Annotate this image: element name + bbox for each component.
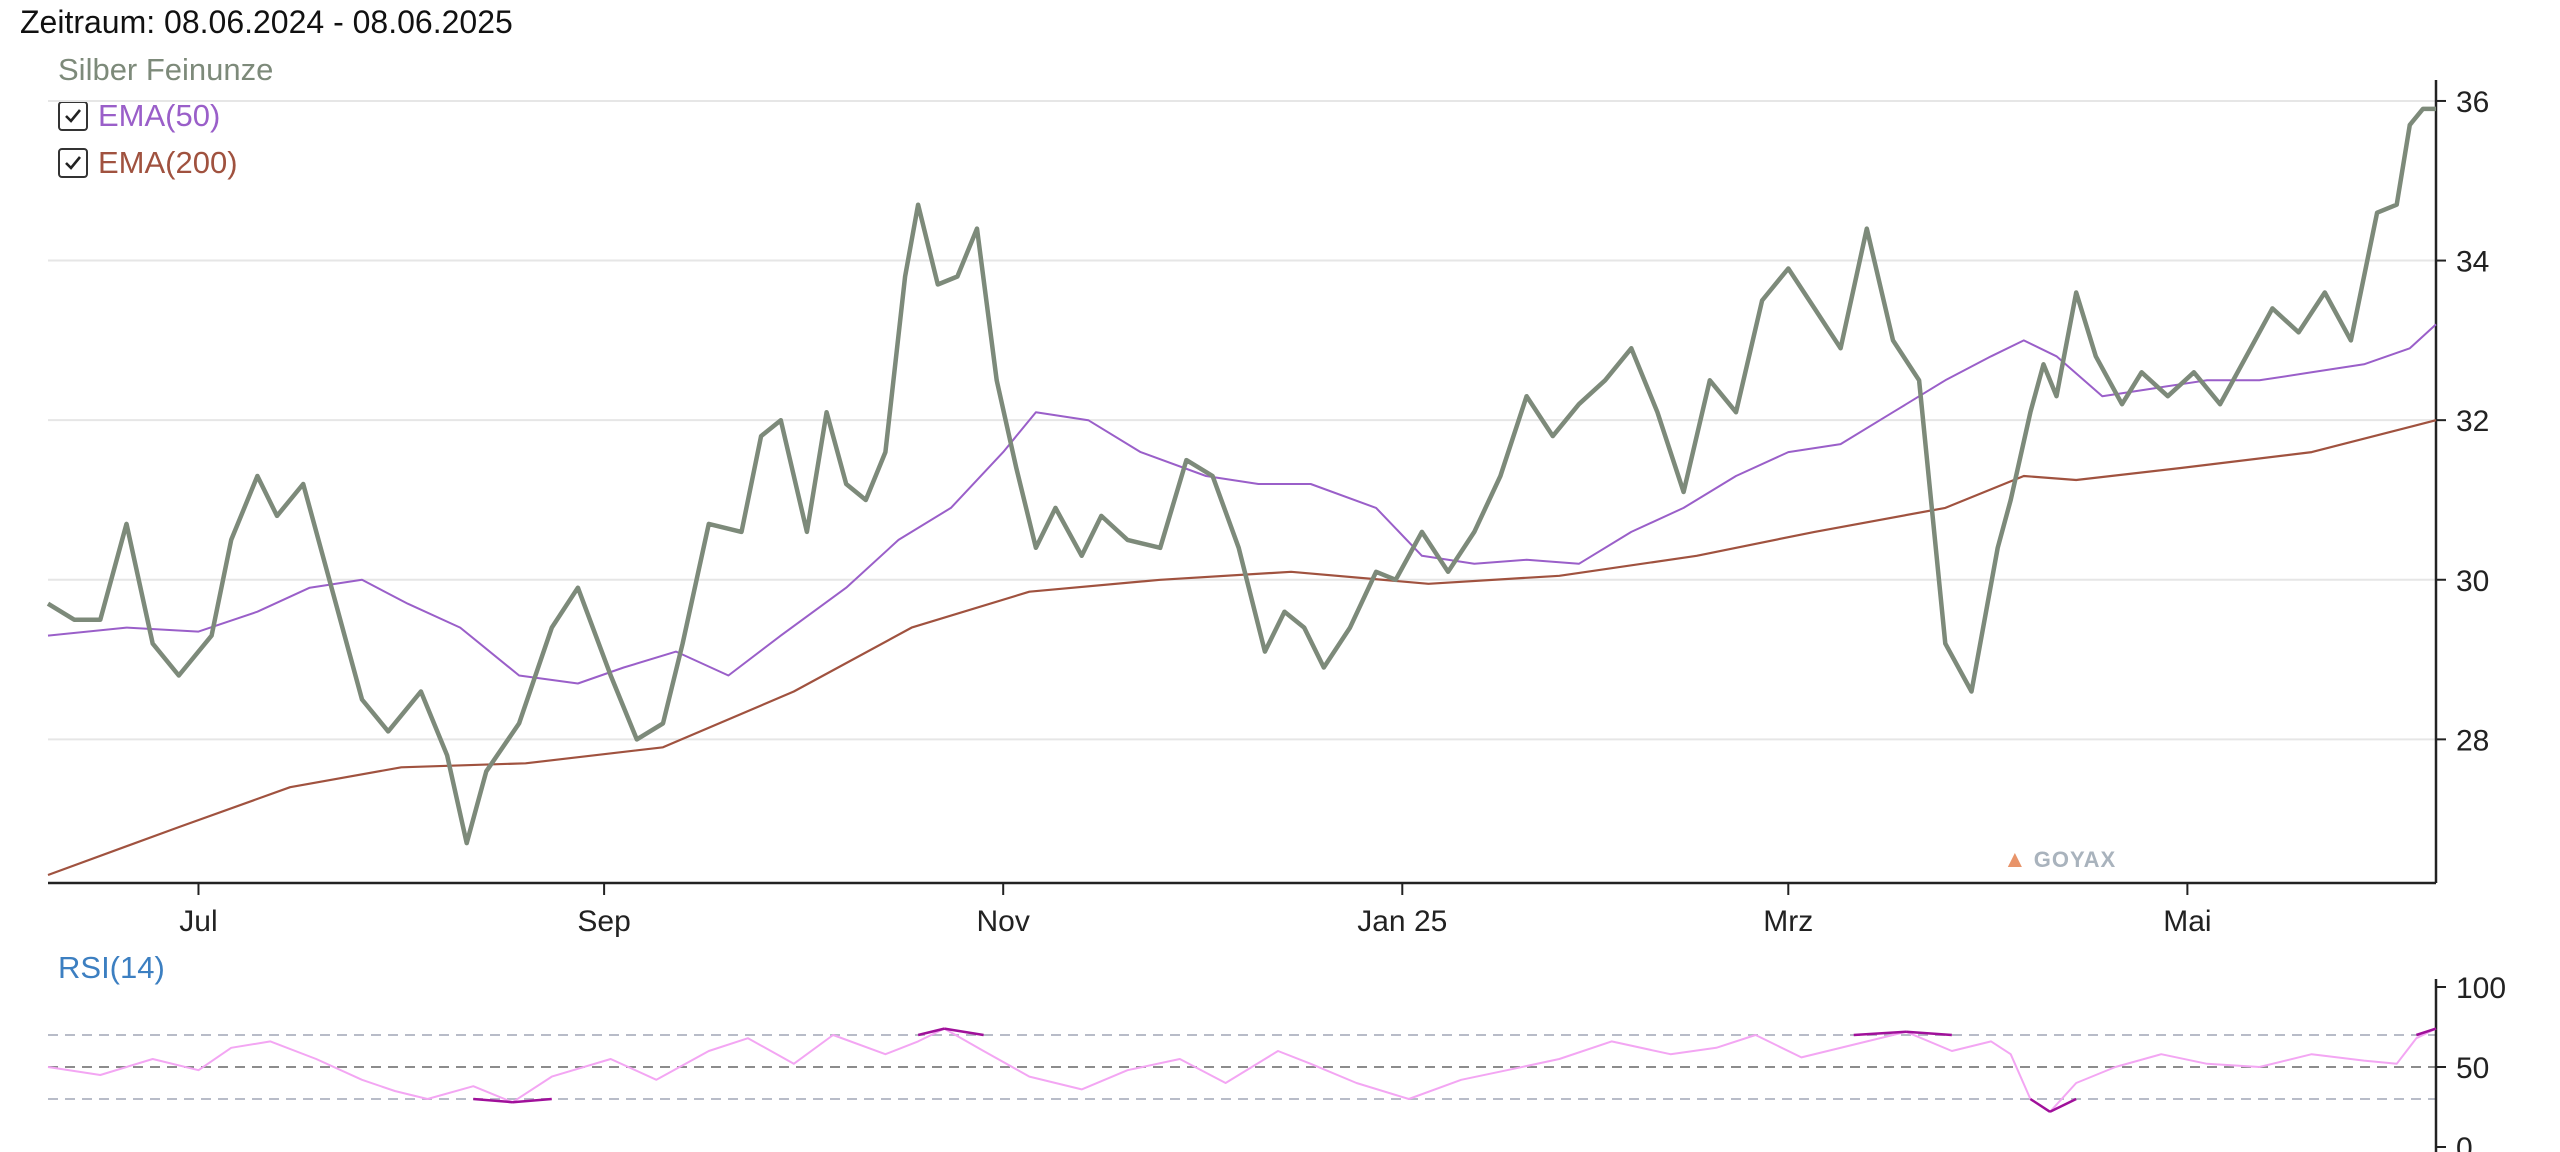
y-tick-label: 36 [2456,86,2489,119]
ema200-checkbox[interactable] [58,148,88,178]
rsi-extreme-segment [2415,1027,2437,1037]
ema200-line [47,419,2437,877]
y-tick-label: 32 [2456,405,2489,438]
rsi-extreme-segment [2029,1097,2051,1113]
x-tick-label: Jul [179,905,217,938]
legend-item-ema200[interactable]: EMA(200) [58,145,238,181]
price-line [46,106,2436,846]
rsi-extreme-segment [2049,1097,2077,1113]
x-tick-label: Mrz [1763,905,1813,938]
ema50-checkbox[interactable] [58,101,88,131]
legend-item-ema50[interactable]: EMA(50) [58,98,220,134]
bull-logo-icon: ▲ [2003,846,2028,873]
rsi-y-tick-label: 50 [2456,1052,2489,1085]
watermark-text: GOYAX [2033,847,2117,872]
rsi-extreme-segment [917,1027,945,1037]
rsi-extreme-segment [1853,1030,1907,1037]
period-label: Zeitraum: 08.06.2024 - 08.06.2025 [20,4,513,40]
ema50-line [47,323,2437,685]
rsi-y-tick-label: 100 [2456,972,2506,1005]
y-tick-label: 28 [2456,724,2489,757]
y-tick-label: 30 [2456,565,2489,598]
x-tick-label: Sep [577,905,630,938]
checkmark-icon [65,156,82,170]
x-tick-label: Mai [2163,905,2211,938]
instrument-label: Silber Feinunze [58,52,274,87]
rsi-line [47,1027,2437,1113]
checkmark-icon [65,109,82,123]
goyax-watermark: ▲ GOYAX [2003,846,2116,874]
y-tick-label: 34 [2456,246,2489,279]
rsi-y-tick-label: 0 [2456,1132,2473,1152]
x-tick-label: Jan 25 [1357,905,1447,938]
rsi-title: RSI(14) [58,950,165,985]
rsi-extreme-segment [1905,1030,1952,1037]
rsi-extreme-segment [512,1097,552,1104]
ema200-label: EMA(200) [98,145,238,180]
rsi-extreme-segment [944,1027,984,1037]
rsi-extreme-segment [473,1097,513,1104]
x-tick-label: Nov [977,905,1030,938]
ema50-label: EMA(50) [98,98,221,133]
